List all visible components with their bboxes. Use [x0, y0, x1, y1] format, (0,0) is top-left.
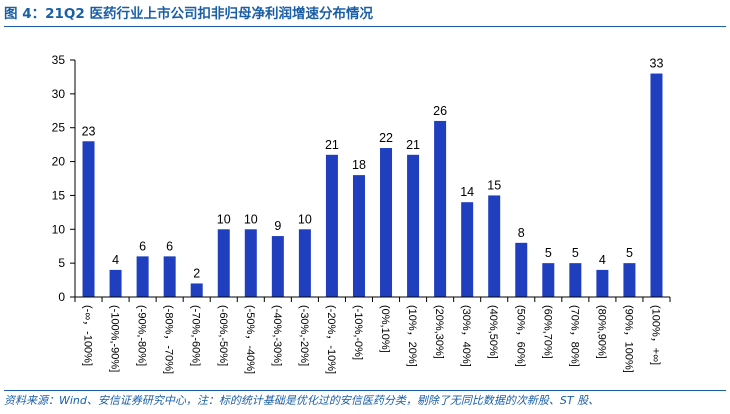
x-category-label: (90%，100%]	[622, 305, 634, 373]
bar	[271, 236, 284, 297]
bar	[488, 195, 501, 297]
x-axis: (-∞，-100%] (-100%,-90%] (-90%,-80%] (-80%，-…	[74, 296, 671, 374]
bar	[217, 229, 230, 297]
data-label: 6	[139, 239, 146, 253]
bar	[461, 202, 474, 297]
bar	[515, 242, 528, 297]
bar	[623, 263, 636, 297]
bar	[82, 141, 95, 297]
data-label: 5	[572, 246, 579, 260]
bar	[163, 256, 176, 297]
x-category-label: (80%,90%]	[595, 305, 607, 359]
data-label: 8	[518, 226, 525, 240]
x-category-label: (10%，20%]	[406, 305, 418, 367]
bar	[542, 263, 555, 297]
data-label: 26	[433, 104, 447, 118]
x-category-label: (-60%,-50%]	[217, 305, 229, 366]
y-tick-label: 10	[52, 222, 66, 236]
x-category-label: (60%,70%]	[541, 305, 553, 359]
data-label: 33	[650, 57, 664, 71]
x-category-label: (-100%,-90%]	[109, 305, 121, 372]
x-category-label: (0%,10%]	[379, 305, 391, 353]
x-category-label: (100%，+∞]	[649, 305, 661, 365]
y-tick-label: 15	[52, 188, 66, 202]
x-category-label: (-20%，-10%]	[325, 305, 337, 374]
x-category-label: (30%，40%]	[460, 305, 472, 367]
y-tick-label: 35	[52, 53, 66, 67]
bar	[434, 120, 447, 297]
data-label: 4	[599, 253, 606, 267]
bar	[407, 154, 420, 297]
y-axis: 0 5 10 15 20 25 30 35	[52, 53, 76, 304]
x-category-label: (-90%,-80%]	[136, 305, 148, 366]
bar	[190, 283, 203, 297]
data-label: 21	[325, 138, 339, 152]
data-label: 10	[244, 212, 258, 226]
bar	[650, 73, 663, 298]
data-label: 23	[82, 124, 96, 138]
bar	[109, 269, 122, 297]
data-label: 9	[274, 219, 281, 233]
data-label: 21	[406, 138, 420, 152]
x-category-label: (-50%，-40%]	[244, 305, 256, 374]
data-label: 15	[487, 178, 501, 192]
x-category-label: (-∞，-100%]	[82, 305, 94, 366]
bar	[596, 269, 609, 297]
figure-title: 图 4：21Q2 医药行业上市公司扣非归母净利润增速分布情况	[4, 2, 726, 27]
y-tick-label: 0	[58, 290, 65, 304]
data-label: 14	[460, 185, 474, 199]
data-label: 2	[193, 266, 200, 280]
data-label: 10	[298, 212, 312, 226]
data-labels: 23 4 6 6 2 10 10 9 10 21 18 22 21 26 14 15 8 5 5 4 5 33	[82, 57, 664, 281]
data-label: 10	[217, 212, 231, 226]
y-tick-label: 25	[52, 121, 66, 135]
x-category-label: (-80%，-70%]	[163, 305, 175, 374]
x-category-label: (-10%,-0%]	[352, 305, 364, 360]
bar	[298, 229, 311, 297]
y-tick-label: 30	[52, 87, 66, 101]
y-tick-label: 20	[52, 155, 66, 169]
x-category-label: (20%,30%]	[433, 305, 445, 359]
y-tick-label: 5	[58, 256, 65, 270]
data-label: 6	[166, 239, 173, 253]
data-label: 18	[352, 158, 366, 172]
bar	[325, 154, 338, 297]
source-note: 资料来源：Wind、安信证券研究中心，注：标的统计基础是优化过的安信医药分类，剔…	[4, 390, 726, 413]
bar	[380, 148, 393, 297]
data-label: 5	[626, 246, 633, 260]
data-label: 22	[379, 131, 393, 145]
bar	[352, 175, 365, 297]
x-category-label: (40%,50%]	[487, 305, 499, 359]
bar	[569, 263, 582, 297]
bar	[136, 256, 149, 297]
data-label: 5	[545, 246, 552, 260]
x-category-label: (-40%,-30%]	[271, 305, 283, 366]
x-category-label: (-30%,-20%]	[298, 305, 310, 366]
bars	[82, 73, 663, 298]
x-category-label: (50%，60%]	[514, 305, 526, 367]
x-category-label: (70%，80%]	[568, 305, 580, 367]
bar	[244, 229, 257, 297]
data-label: 4	[112, 253, 119, 267]
x-category-label: (-70%,-60%]	[190, 305, 202, 366]
